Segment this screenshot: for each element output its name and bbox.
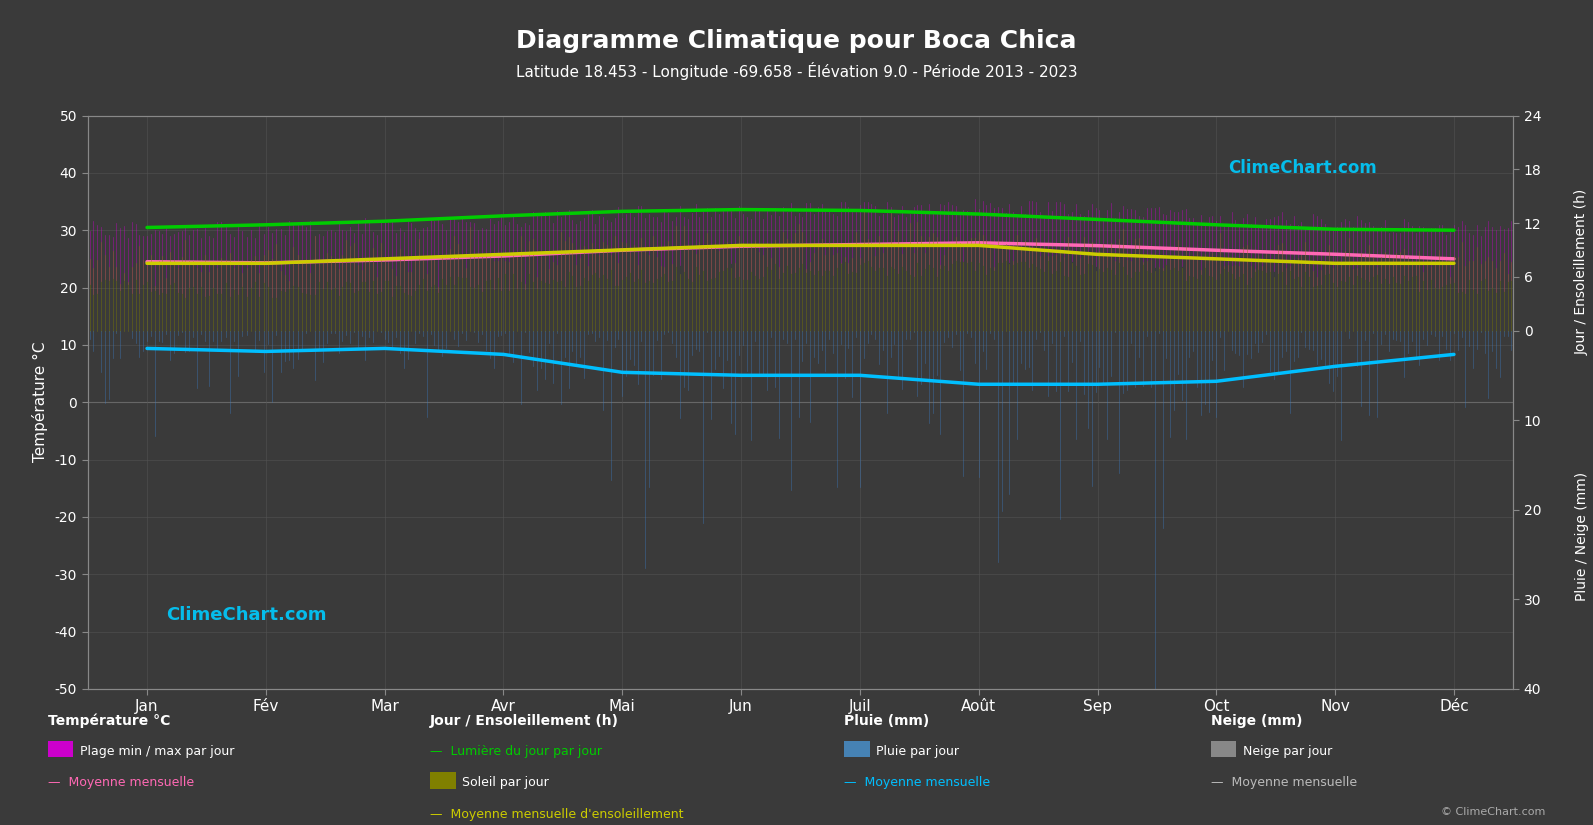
Text: —  Moyenne mensuelle d'ensoleillement: — Moyenne mensuelle d'ensoleillement <box>430 808 683 821</box>
Text: Jour / Ensoleillement (h): Jour / Ensoleillement (h) <box>1575 189 1588 356</box>
Text: —  Moyenne mensuelle: — Moyenne mensuelle <box>48 776 194 790</box>
Text: Pluie (mm): Pluie (mm) <box>844 714 930 728</box>
Text: Diagramme Climatique pour Boca Chica: Diagramme Climatique pour Boca Chica <box>516 29 1077 53</box>
Text: —  Moyenne mensuelle: — Moyenne mensuelle <box>1211 776 1357 790</box>
Text: ClimeChart.com: ClimeChart.com <box>1228 159 1376 177</box>
Text: Neige par jour: Neige par jour <box>1243 745 1332 758</box>
Text: —  Lumière du jour par jour: — Lumière du jour par jour <box>430 745 602 758</box>
Text: Jour / Ensoleillement (h): Jour / Ensoleillement (h) <box>430 714 620 728</box>
Text: Température °C: Température °C <box>48 714 170 728</box>
Text: © ClimeChart.com: © ClimeChart.com <box>1440 807 1545 817</box>
Text: Plage min / max par jour: Plage min / max par jour <box>80 745 234 758</box>
Text: Pluie par jour: Pluie par jour <box>876 745 959 758</box>
Text: Latitude 18.453 - Longitude -69.658 - Élévation 9.0 - Période 2013 - 2023: Latitude 18.453 - Longitude -69.658 - Él… <box>516 62 1077 80</box>
Text: Soleil par jour: Soleil par jour <box>462 776 548 790</box>
Y-axis label: Température °C: Température °C <box>32 342 48 463</box>
Text: Pluie / Neige (mm): Pluie / Neige (mm) <box>1575 472 1588 601</box>
Text: ClimeChart.com: ClimeChart.com <box>166 606 327 624</box>
Text: —  Moyenne mensuelle: — Moyenne mensuelle <box>844 776 991 790</box>
Text: Neige (mm): Neige (mm) <box>1211 714 1301 728</box>
